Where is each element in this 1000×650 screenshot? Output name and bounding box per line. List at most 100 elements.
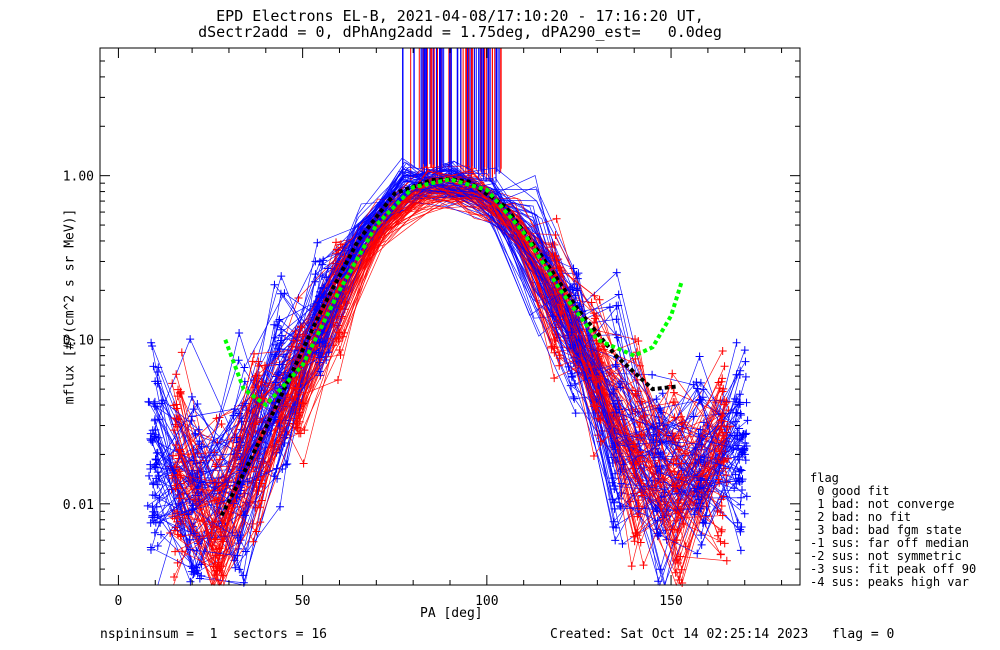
data-point-marker xyxy=(233,533,242,542)
data-point-marker xyxy=(713,531,722,540)
data-point-marker xyxy=(213,486,222,495)
data-point-marker xyxy=(153,542,162,551)
data-point-marker xyxy=(696,378,705,387)
data-point-marker xyxy=(188,469,197,478)
data-point-marker xyxy=(317,293,326,302)
data-point-marker xyxy=(653,516,662,525)
data-point-marker xyxy=(175,494,184,503)
data-point-marker xyxy=(175,445,184,454)
data-point-marker xyxy=(631,354,640,363)
data-point-marker xyxy=(717,501,726,510)
data-point-marker xyxy=(331,259,340,268)
data-point-marker xyxy=(313,238,322,247)
legend: flag 0 good fit 1 bad: not converge 2 ba… xyxy=(810,472,976,589)
data-point-marker xyxy=(718,511,727,520)
data-point-marker xyxy=(270,280,279,289)
data-point-marker xyxy=(569,392,578,401)
data-point-marker xyxy=(170,573,179,582)
axes-group: 0 50 100 150 0.01 0.10 1.00 xyxy=(63,47,800,609)
data-point-marker xyxy=(555,361,564,370)
data-point-marker xyxy=(234,356,243,365)
y-axis-label: mflux [#/(cm^2 s sr MeV)] xyxy=(62,208,78,405)
data-point-marker xyxy=(617,479,626,488)
data-point-marker xyxy=(695,352,704,361)
data-point-marker xyxy=(196,478,205,487)
data-point-marker xyxy=(736,546,745,555)
data-point-marker xyxy=(184,510,193,519)
x-tick-label: 50 xyxy=(295,594,311,609)
data-point-marker xyxy=(188,412,197,421)
data-point-marker xyxy=(737,522,746,531)
data-point-marker xyxy=(231,563,240,572)
data-point-marker xyxy=(714,475,723,484)
data-point-marker xyxy=(589,309,598,318)
data-point-marker xyxy=(670,482,679,491)
data-point-marker xyxy=(280,289,289,298)
data-point-marker xyxy=(631,389,640,398)
data-point-marker xyxy=(572,270,581,279)
data-point-marker xyxy=(271,378,280,387)
data-point-marker xyxy=(739,429,748,438)
series-line xyxy=(152,174,739,522)
data-point-marker xyxy=(552,214,561,223)
data-point-marker xyxy=(197,442,206,451)
data-point-marker xyxy=(629,464,638,473)
data-point-marker xyxy=(195,437,204,446)
data-point-marker xyxy=(720,539,729,548)
data-point-marker xyxy=(678,578,687,587)
legend-item: 0 good fit xyxy=(810,484,890,498)
data-point-marker xyxy=(575,326,584,335)
data-point-marker xyxy=(696,483,705,492)
data-point-marker xyxy=(596,372,605,381)
data-point-marker xyxy=(235,329,244,338)
data-point-marker xyxy=(697,531,706,540)
data-point-marker xyxy=(153,368,162,377)
data-point-marker xyxy=(297,323,306,332)
data-point-marker xyxy=(241,547,250,556)
data-point-marker xyxy=(275,345,284,354)
data-point-marker xyxy=(232,433,241,442)
data-point-marker xyxy=(631,335,640,344)
data-point-marker xyxy=(736,465,745,474)
data-point-marker xyxy=(216,527,225,536)
data-point-marker xyxy=(631,442,640,451)
data-point-marker xyxy=(146,429,155,438)
data-point-marker xyxy=(173,392,182,401)
data-point-marker xyxy=(158,396,167,405)
series-line xyxy=(179,179,723,586)
data-point-marker xyxy=(589,451,598,460)
data-point-marker xyxy=(319,256,328,265)
data-point-marker xyxy=(217,420,226,429)
data-point-marker xyxy=(153,377,162,386)
data-point-marker xyxy=(737,493,746,502)
data-point-marker xyxy=(150,416,159,425)
data-point-marker xyxy=(547,343,556,352)
data-point-marker xyxy=(608,478,617,487)
series-line xyxy=(177,180,721,508)
data-point-marker xyxy=(661,454,670,463)
chart-title-line1: EPD Electrons EL-B, 2021-04-08/17:10:20 … xyxy=(216,7,704,25)
data-point-marker xyxy=(609,385,618,394)
data-point-marker xyxy=(276,502,285,511)
data-point-marker xyxy=(740,509,749,518)
data-point-marker xyxy=(717,416,726,425)
data-point-marker xyxy=(662,437,671,446)
data-point-marker xyxy=(611,445,620,454)
data-point-marker xyxy=(616,467,625,476)
series-line xyxy=(148,170,741,583)
data-point-marker xyxy=(292,384,301,393)
data-point-marker xyxy=(148,511,157,520)
data-point-marker xyxy=(277,272,286,281)
data-point-marker xyxy=(256,503,265,512)
data-point-marker xyxy=(172,414,181,423)
data-point-marker xyxy=(250,349,259,358)
series-line xyxy=(154,169,739,575)
data-point-marker xyxy=(318,260,327,269)
data-point-marker xyxy=(700,453,709,462)
series-line xyxy=(181,193,724,572)
data-point-marker xyxy=(277,325,286,334)
data-point-marker xyxy=(718,346,727,355)
data-point-marker xyxy=(639,561,648,570)
data-point-marker xyxy=(290,389,299,398)
data-point-marker xyxy=(156,518,165,527)
